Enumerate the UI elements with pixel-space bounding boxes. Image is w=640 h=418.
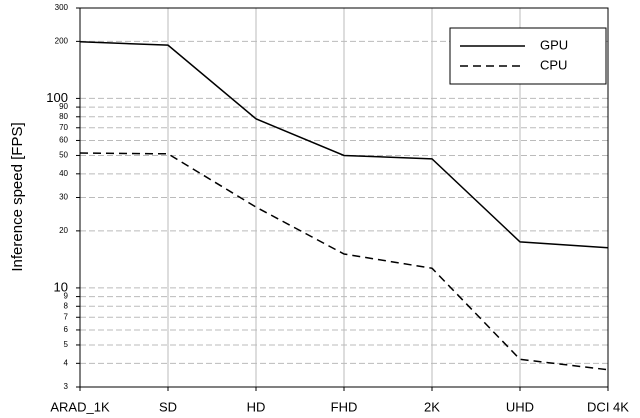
x-tick-label: HD (247, 399, 266, 414)
y-tick-label: 200 (55, 36, 69, 45)
y-tick-label: 10 (54, 279, 68, 294)
y-tick-label: 6 (64, 325, 69, 334)
y-tick-label: 40 (59, 169, 68, 178)
x-tick-label: ARAD_1K (50, 399, 110, 414)
y-tick-label: 30 (59, 193, 68, 202)
series-line (79, 41, 609, 249)
x-tick-label: 2K (424, 399, 440, 414)
legend-box (449, 27, 607, 85)
y-tick-label: 70 (59, 123, 68, 132)
y-tick-label: 8 (64, 301, 69, 310)
legend-label: CPU (540, 57, 567, 72)
y-tick-label: 4 (64, 358, 69, 367)
y-tick-label: 7 (64, 312, 69, 321)
series-line (79, 152, 609, 371)
y-tick-label: 20 (59, 226, 68, 235)
y-tick-label: 300 (55, 3, 69, 12)
y-tick-label: 60 (59, 136, 68, 145)
plot-frame (79, 7, 609, 388)
legend-label: GPU (540, 37, 568, 52)
y-tick-label: 9 (64, 292, 69, 301)
x-tick-label: FHD (331, 399, 358, 414)
y-tick-label: 50 (59, 151, 68, 160)
y-tick-label: 3 (64, 382, 69, 391)
x-tick-label: DCI 4K (587, 399, 629, 414)
y-tick-label: 90 (59, 102, 68, 111)
x-tick-label: SD (159, 399, 177, 414)
x-tick-label: UHD (506, 399, 534, 414)
y-tick-label: 100 (46, 90, 68, 105)
y-tick-label: 80 (59, 112, 68, 121)
y-tick-label: 5 (64, 340, 69, 349)
y-axis-label: Inference speed [FPS] (9, 122, 26, 271)
